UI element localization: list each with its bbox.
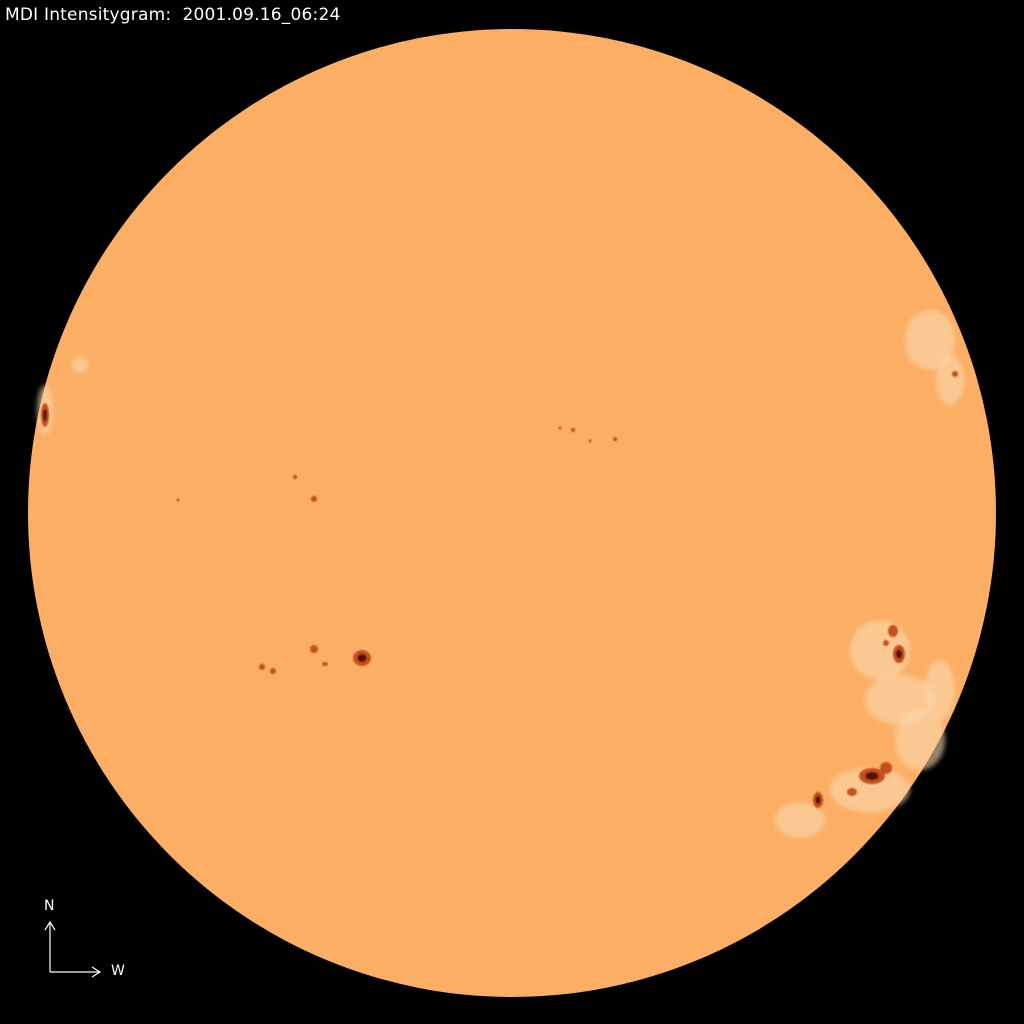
sunspot-penumbra (311, 496, 317, 502)
sunspot-penumbra (880, 762, 892, 774)
west-arrow-head (91, 966, 102, 978)
facula-patch (895, 710, 945, 770)
sunspot-penumbra (588, 439, 592, 443)
sunspot-penumbra (952, 371, 958, 377)
sunspot-penumbra (883, 640, 889, 646)
disk-texture (28, 29, 996, 997)
north-label: N (44, 898, 55, 914)
sunspot-penumbra (613, 437, 617, 441)
sunspot-penumbra (176, 498, 180, 502)
sunspots (41, 371, 958, 808)
sunspot-penumbra (847, 788, 857, 796)
sunspot-umbra (865, 772, 879, 780)
sunspot-umbra (43, 409, 47, 421)
sunspot-penumbra (310, 645, 318, 653)
sunspot-penumbra (888, 625, 898, 637)
sunspot-penumbra (571, 428, 575, 432)
facula-patch (925, 660, 955, 720)
facula-patch (775, 802, 825, 838)
faculae (37, 310, 964, 838)
facula-patch (905, 310, 955, 370)
sunspot-penumbra (322, 662, 328, 666)
sunspot-umbra (815, 796, 821, 804)
facula-patch (936, 355, 964, 405)
sunspot-penumbra (270, 668, 276, 674)
north-arrow-head (44, 920, 56, 931)
sunspot-penumbra (293, 475, 297, 479)
image-title: MDI Intensitygram: 2001.09.16_06:24 (5, 5, 341, 25)
west-label: W (111, 963, 125, 979)
sunspot-umbra (357, 654, 367, 662)
sunspot-penumbra (259, 664, 265, 670)
facula-patch (72, 357, 88, 373)
sunspot-penumbra (558, 426, 562, 430)
sunspot-umbra (896, 649, 902, 659)
facula-patch (830, 768, 910, 812)
